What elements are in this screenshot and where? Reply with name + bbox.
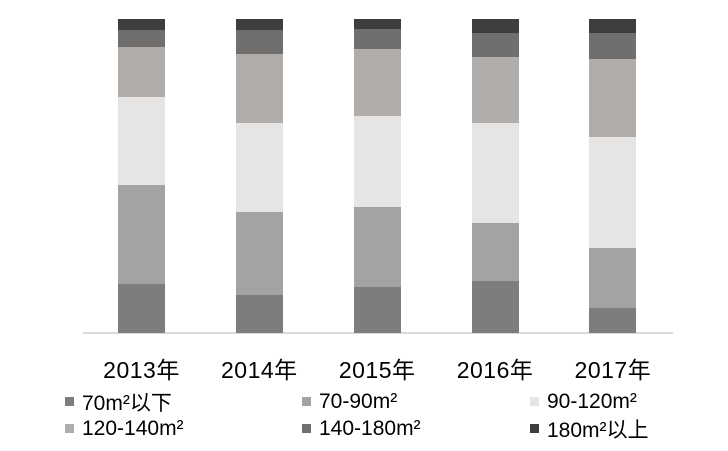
bar-column-1	[235, 19, 283, 333]
bar-segment-series-2	[235, 123, 283, 212]
legend-swatch-icon	[65, 397, 74, 406]
legend-swatch-icon	[302, 424, 311, 433]
bar-segment-series-1	[353, 207, 401, 287]
bar-segment-series-1	[235, 211, 283, 296]
bar-segment-series-0	[235, 295, 283, 333]
bar-segment-series-3	[471, 56, 519, 124]
bar-segment-series-4	[118, 29, 165, 47]
bar-column-0	[118, 19, 165, 333]
bar-segment-series-1	[471, 222, 519, 281]
bar-segment-series-0	[471, 280, 519, 333]
bar-column-4	[589, 19, 637, 333]
bar-segment-series-1	[118, 184, 165, 285]
legend-item-1: 70-90m²	[302, 388, 530, 415]
x-axis-label-0: 2013年	[103, 357, 180, 383]
legend-swatch-icon	[65, 424, 74, 433]
legend-label: 140-180m²	[319, 416, 421, 440]
legend-item-4: 140-180m²	[302, 415, 530, 442]
legend-label: 90-120m²	[547, 389, 637, 413]
bar-segment-series-0	[353, 286, 401, 333]
bar-segment-series-5	[353, 19, 401, 30]
legend-item-5: 180m²以上	[530, 415, 649, 442]
bar-column-2	[353, 19, 401, 333]
bar-segment-series-5	[235, 19, 283, 31]
legend-item-0: 70m²以下	[65, 388, 302, 415]
bar-segment-series-5	[589, 19, 637, 34]
legend-label: 70m²以下	[82, 391, 172, 415]
legend-label: 70-90m²	[319, 389, 398, 413]
bar-segment-series-2	[471, 123, 519, 223]
bar-segment-series-4	[589, 33, 637, 59]
legend-swatch-icon	[302, 397, 311, 406]
bar-segment-series-4	[235, 30, 283, 54]
bar-segment-series-3	[589, 58, 637, 137]
x-axis-label-4: 2017年	[574, 357, 652, 383]
bar-segment-series-4	[353, 29, 401, 49]
legend-item-3: 120-140m²	[65, 415, 302, 442]
bar-segment-series-3	[118, 46, 165, 97]
bar-segment-series-0	[118, 284, 165, 333]
x-axis-label-3: 2016年	[456, 357, 534, 383]
legend: 70m²以下 70-90m² 90-120m² 120-140m² 140-180m² 1…	[65, 388, 649, 442]
legend-item-2: 90-120m²	[530, 388, 649, 415]
x-axis-label-1: 2014年	[221, 357, 298, 383]
x-axis-label-2: 2015年	[338, 357, 416, 383]
bar-segment-series-2	[353, 116, 401, 208]
bar-segment-series-5	[471, 19, 519, 34]
bar-segment-series-1	[589, 248, 637, 308]
bar-segment-series-0	[589, 307, 637, 333]
legend-label: 120-140m²	[82, 416, 184, 440]
bar-segment-series-3	[235, 53, 283, 124]
bar-segment-series-5	[118, 19, 165, 30]
bar-segment-series-2	[118, 96, 165, 185]
bar-segment-series-3	[353, 48, 401, 117]
bar-segment-series-2	[589, 136, 637, 249]
legend-swatch-icon	[530, 397, 539, 406]
legend-swatch-icon	[530, 424, 539, 433]
bar-segment-series-4	[471, 33, 519, 57]
bar-column-3	[471, 19, 519, 333]
legend-label: 180m²以上	[547, 418, 649, 442]
